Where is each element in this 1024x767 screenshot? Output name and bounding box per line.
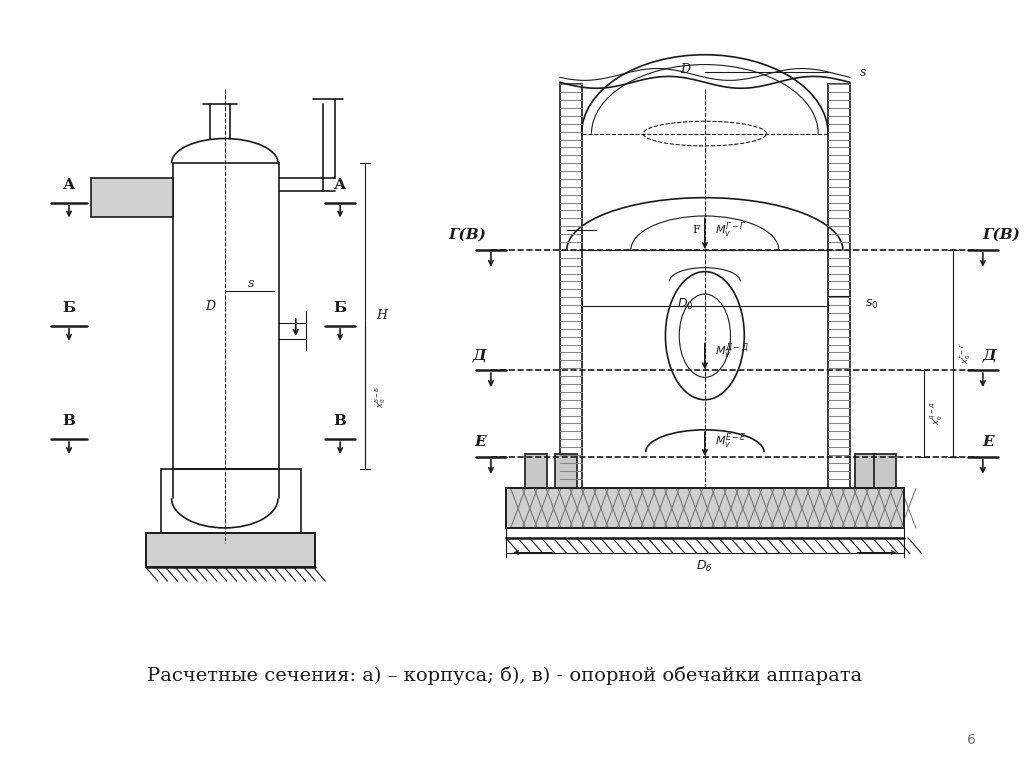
Text: Д: Д (983, 348, 996, 362)
Text: D: D (205, 300, 215, 313)
Text: Е: Е (474, 435, 486, 449)
Text: $D_б$: $D_б$ (696, 559, 714, 574)
Bar (828, 84, 850, 489)
Text: А: А (334, 178, 346, 192)
Bar (874, 454, 896, 489)
Text: s: s (248, 277, 255, 290)
Text: 6: 6 (967, 733, 976, 747)
Bar (145, 533, 315, 568)
Text: D: D (680, 63, 690, 76)
Text: Расчетные сечения: а) – корпуса; б), в) - опорной обечайки аппарата: Расчетные сечения: а) – корпуса; б), в) … (147, 667, 862, 685)
Text: Б: Б (62, 301, 76, 315)
Text: s: s (859, 66, 866, 79)
Bar (855, 454, 877, 489)
Bar (161, 469, 301, 533)
Text: H: H (377, 309, 387, 322)
Bar (506, 489, 904, 528)
Bar (172, 163, 279, 469)
Text: В: В (334, 414, 346, 429)
Text: $s_0$: $s_0$ (864, 298, 878, 311)
Text: $M_v^{Г-Г}$: $M_v^{Г-Г}$ (715, 220, 745, 240)
Bar (560, 84, 582, 489)
Text: $x_0^{Б-Б}$: $x_0^{Б-Б}$ (373, 386, 387, 408)
Text: $x_0^{Г-Г}$: $x_0^{Г-Г}$ (958, 343, 973, 364)
Text: $M_v^{Д-Д}$: $M_v^{Д-Д}$ (715, 342, 749, 363)
Text: Г(В): Г(В) (983, 228, 1021, 242)
Text: Д: Д (472, 348, 486, 362)
Text: В: В (62, 414, 76, 429)
Text: $x_0^{Д-Д}$: $x_0^{Д-Д}$ (929, 402, 945, 426)
Text: $D_0$: $D_0$ (677, 297, 693, 311)
Text: Е: Е (983, 435, 994, 449)
Text: Б: Б (334, 301, 347, 315)
Bar (555, 454, 577, 489)
Bar (91, 178, 172, 217)
Text: F: F (692, 225, 700, 235)
Text: $M_v^{Е-Е}$: $M_v^{Е-Е}$ (715, 431, 746, 451)
Text: Г(В): Г(В) (449, 228, 486, 242)
Bar (525, 454, 547, 489)
Text: А: А (62, 178, 75, 192)
